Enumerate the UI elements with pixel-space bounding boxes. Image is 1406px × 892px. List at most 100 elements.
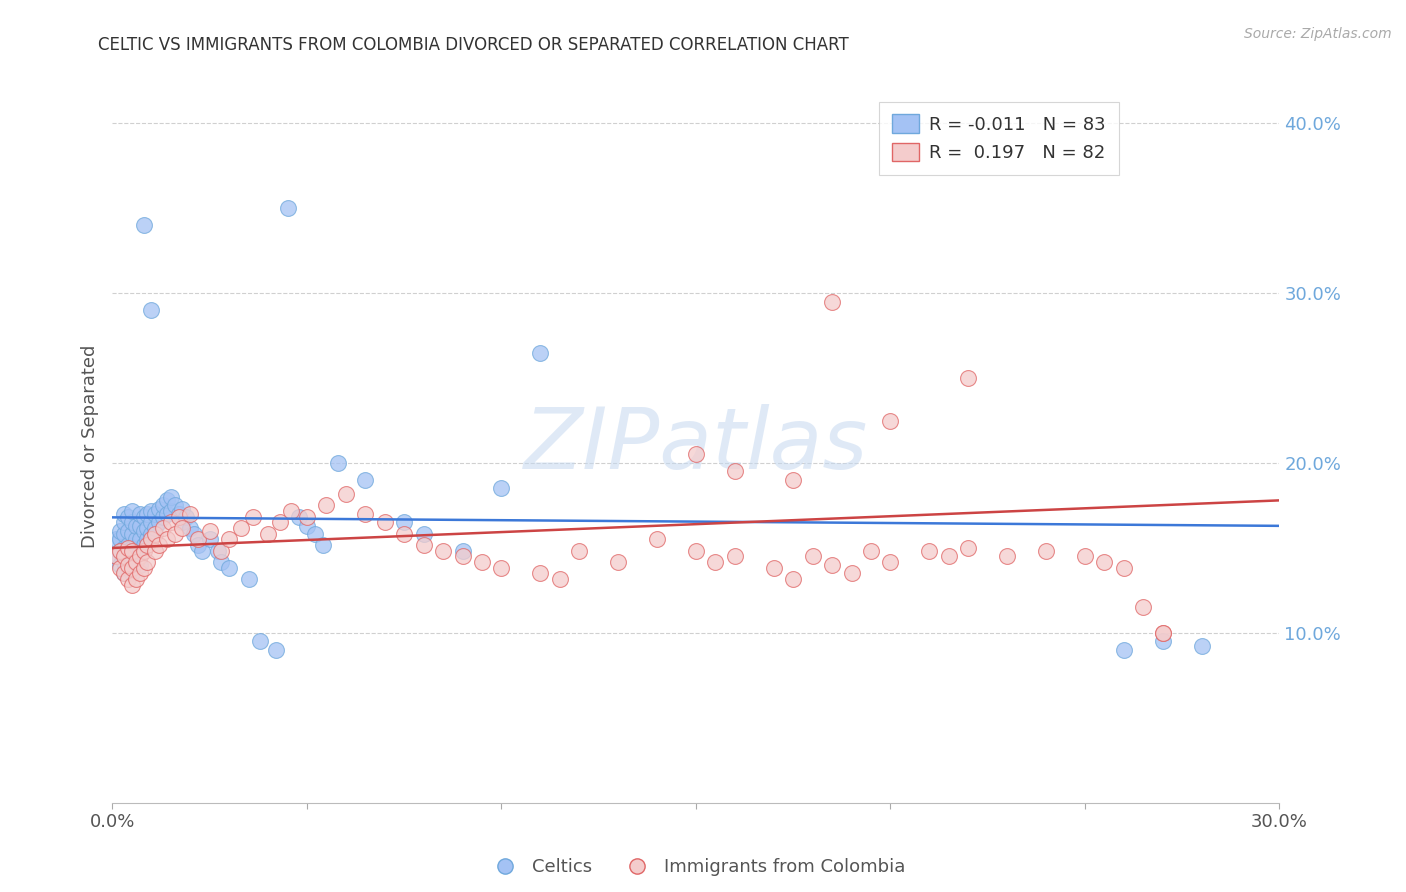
Point	[685, 448, 707, 462]
Point	[685, 544, 707, 558]
Point	[121, 578, 143, 592]
Point	[167, 510, 190, 524]
Point	[821, 558, 844, 572]
Point	[125, 519, 148, 533]
Point	[841, 566, 863, 581]
Point	[105, 549, 128, 564]
Point	[257, 527, 280, 541]
Point	[128, 566, 150, 581]
Point	[451, 544, 474, 558]
Point	[326, 456, 349, 470]
Point	[125, 555, 148, 569]
Point	[198, 524, 221, 538]
Point	[160, 503, 183, 517]
Point	[335, 486, 357, 500]
Point	[121, 544, 143, 558]
Point	[110, 561, 132, 575]
Point	[548, 572, 571, 586]
Point	[607, 555, 630, 569]
Point	[1152, 626, 1174, 640]
Point	[152, 499, 174, 513]
Point	[957, 541, 980, 555]
Point	[117, 524, 139, 538]
Point	[141, 303, 163, 318]
Point	[148, 537, 170, 551]
Point	[172, 501, 194, 516]
Point	[762, 561, 785, 575]
Point	[141, 527, 163, 541]
Point	[304, 527, 326, 541]
Point	[529, 345, 551, 359]
Point	[112, 566, 135, 581]
Point	[117, 510, 139, 524]
Point	[125, 533, 148, 547]
Point	[938, 549, 960, 564]
Point	[704, 555, 727, 569]
Point	[354, 507, 377, 521]
Point	[117, 537, 139, 551]
Point	[148, 501, 170, 516]
Point	[918, 544, 941, 558]
Point	[412, 527, 434, 541]
Point	[110, 533, 132, 547]
Point	[125, 544, 148, 558]
Point	[218, 561, 240, 575]
Point	[207, 544, 229, 558]
Point	[374, 516, 396, 530]
Point	[141, 516, 163, 530]
Point	[136, 537, 159, 551]
Point	[471, 555, 494, 569]
Point	[128, 507, 150, 521]
Point	[143, 544, 166, 558]
Point	[288, 510, 311, 524]
Point	[1191, 640, 1213, 654]
Legend: Celtics, Immigrants from Colombia: Celtics, Immigrants from Colombia	[479, 851, 912, 883]
Point	[136, 555, 159, 569]
Point	[143, 527, 166, 541]
Point	[238, 572, 260, 586]
Point	[995, 549, 1018, 564]
Point	[1074, 549, 1097, 564]
Point	[141, 533, 163, 547]
Point	[249, 634, 271, 648]
Point	[128, 558, 150, 572]
Point	[1094, 555, 1116, 569]
Point	[1112, 561, 1135, 575]
Point	[315, 499, 337, 513]
Point	[801, 549, 824, 564]
Point	[311, 537, 333, 551]
Point	[132, 561, 155, 575]
Point	[394, 516, 416, 530]
Point	[152, 510, 174, 524]
Point	[128, 549, 150, 564]
Point	[172, 516, 194, 530]
Point	[191, 544, 214, 558]
Point	[394, 527, 416, 541]
Point	[1152, 626, 1174, 640]
Point	[280, 503, 302, 517]
Point	[105, 533, 128, 547]
Point	[121, 516, 143, 530]
Point	[121, 566, 143, 581]
Point	[117, 561, 139, 575]
Point	[117, 541, 139, 555]
Point	[121, 503, 143, 517]
Point	[209, 555, 232, 569]
Point	[957, 371, 980, 385]
Point	[132, 510, 155, 524]
Point	[1152, 634, 1174, 648]
Point	[121, 527, 143, 541]
Point	[160, 516, 183, 530]
Point	[782, 473, 804, 487]
Point	[451, 549, 474, 564]
Point	[148, 516, 170, 530]
Point	[183, 527, 205, 541]
Point	[132, 524, 155, 538]
Point	[269, 516, 291, 530]
Y-axis label: Divorced or Separated: Divorced or Separated	[80, 344, 98, 548]
Point	[198, 533, 221, 547]
Point	[110, 544, 132, 558]
Point	[143, 520, 166, 534]
Point	[782, 572, 804, 586]
Point	[163, 527, 186, 541]
